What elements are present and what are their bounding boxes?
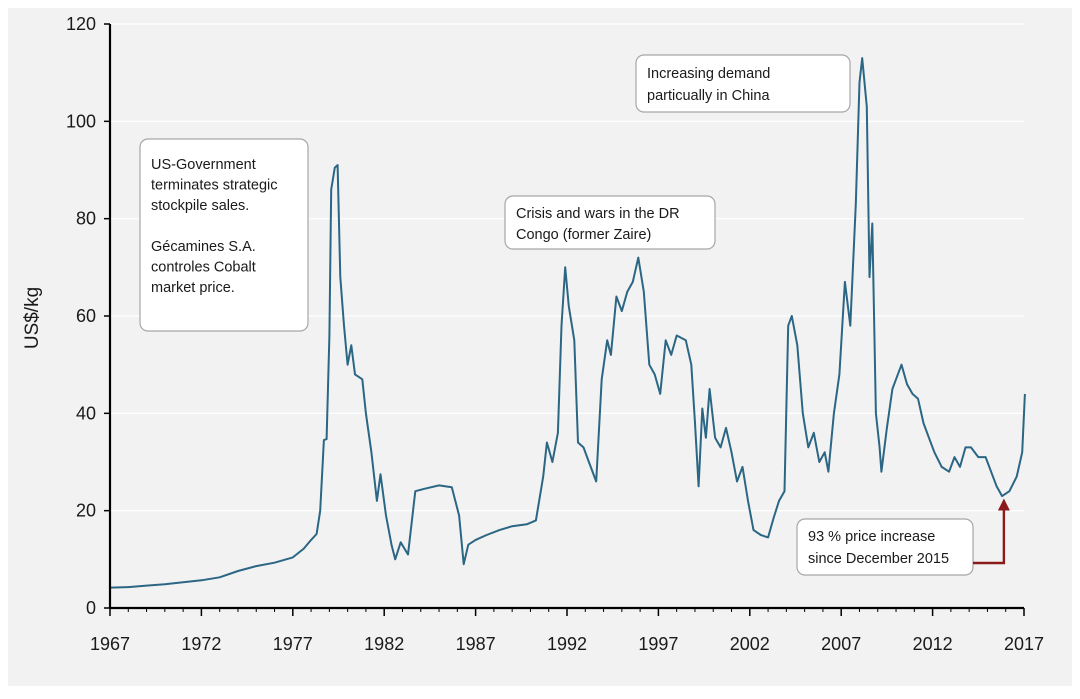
annotation-text: Congo (former Zaire) <box>516 227 651 243</box>
x-tick-label: 1997 <box>638 634 678 654</box>
annotation-text: 93 % price increase <box>808 529 935 545</box>
annotation-text: US-Government <box>151 157 256 173</box>
annotation-text: since December 2015 <box>808 551 949 567</box>
arrow-head <box>997 498 1010 511</box>
y-tick-label: 0 <box>86 598 96 618</box>
annotation-china-demand: Increasing demand particually in China <box>635 54 851 113</box>
y-tick-labels: 0 20 40 60 80 100 120 <box>66 14 96 618</box>
x-tick-label: 1982 <box>364 634 404 654</box>
y-tick-label: 60 <box>76 306 96 326</box>
x-tick-label: 1992 <box>547 634 587 654</box>
annotation-box <box>139 138 309 332</box>
annotation-text: Crisis and wars in the DR <box>516 206 680 222</box>
y-tick-label: 100 <box>66 111 96 131</box>
axes <box>104 23 1025 616</box>
annotations: US-Government terminates strategic stockpi… <box>139 54 1010 576</box>
x-tick-label: 1972 <box>181 634 221 654</box>
annotation-text: controles Cobalt <box>151 260 256 276</box>
x-tick-label: 1987 <box>456 634 496 654</box>
price-series-line <box>109 57 1026 589</box>
annotation-text: Increasing demand <box>647 66 770 82</box>
y-tick-label: 80 <box>76 209 96 229</box>
annotation-box <box>635 54 851 113</box>
x-tick-label: 2007 <box>821 634 861 654</box>
x-tick-label: 1967 <box>90 634 130 654</box>
y-tick-label: 120 <box>66 14 96 34</box>
y-tick-label: 40 <box>76 403 96 423</box>
annotation-box <box>504 195 716 250</box>
arrow-shaft <box>973 508 1006 565</box>
x-tick-label: 1977 <box>273 634 313 654</box>
annotation-us-government: US-Government terminates strategic stockpi… <box>139 138 309 332</box>
x-tick-label: 2002 <box>730 634 770 654</box>
annotation-text: stockpile sales. <box>151 198 249 214</box>
series-layer <box>109 57 1026 589</box>
price-increase-arrow <box>973 498 1010 565</box>
x-tick-label: 2017 <box>1004 634 1044 654</box>
annotation-drc-crisis: Crisis and wars in the DR Congo (former Z… <box>504 195 716 250</box>
annotation-text: Gécamines S.A. <box>151 239 256 255</box>
annotation-text: market price. <box>151 280 235 296</box>
annotation-box <box>796 518 974 576</box>
x-tick-labels: 1967 1972 1977 1982 1987 1992 1997 2002 2007 2012… <box>90 634 1044 654</box>
x-tick-label: 2012 <box>913 634 953 654</box>
annotation-text: particually in China <box>647 88 770 104</box>
annotation-text: terminates strategic <box>151 178 278 194</box>
annotation-price-increase: 93 % price increase since December 2015 <box>796 518 974 576</box>
y-tick-label: 20 <box>76 501 96 521</box>
y-axis-label: US$/kg <box>22 287 43 349</box>
